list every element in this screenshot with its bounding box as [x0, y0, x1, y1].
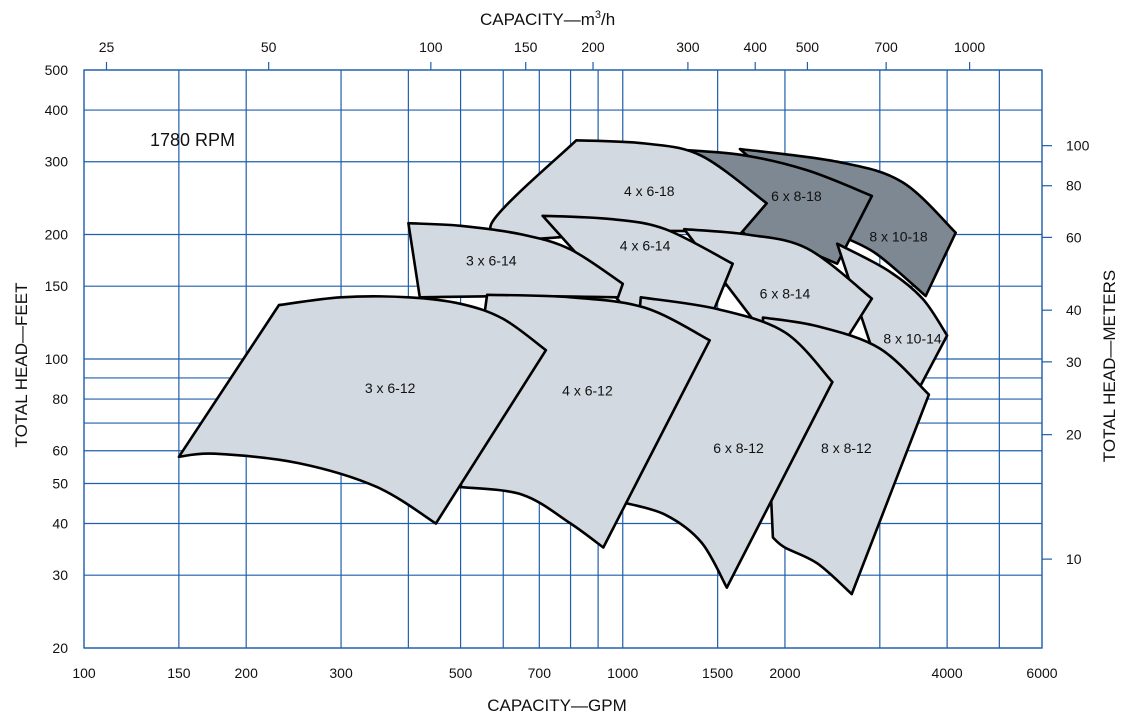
region-label-6x8-14: 6 x 8-14: [760, 286, 811, 302]
x-axis-title: CAPACITY—GPM: [487, 696, 626, 715]
y2-tick-label: 40: [1066, 302, 1082, 318]
y-tick-label: 20: [52, 640, 68, 656]
x-tick-label: 1500: [702, 665, 733, 681]
region-3x6-12: [177, 295, 548, 525]
pump-regions: [177, 139, 957, 596]
x2-axis-title-main: CAPACITY—m: [480, 10, 595, 29]
y2-tick-label: 20: [1066, 427, 1082, 443]
y2-tick-label: 60: [1066, 229, 1082, 245]
y2-tick-label: 100: [1066, 138, 1090, 154]
y-tick-label: 400: [45, 102, 69, 118]
x2-tick-label: 700: [874, 39, 898, 55]
y-tick-label: 40: [52, 516, 68, 532]
region-label-3x6-14: 3 x 6-14: [466, 253, 517, 269]
x2-tick-label: 500: [796, 39, 820, 55]
x-tick-label: 150: [167, 665, 191, 681]
x2-tick-label: 150: [514, 39, 538, 55]
y-tick-label: 200: [45, 227, 69, 243]
x2-tick-label: 50: [261, 39, 277, 55]
x2-axis-title-exponent: 3: [595, 9, 601, 21]
region-label-8x10-18: 8 x 10-18: [869, 228, 928, 244]
x2-tick-label: 100: [419, 39, 443, 55]
region-labels: 8 x 10-18 6 x 8-18 8 x 10-14 4 x 6-18 6 x 8-…: [365, 183, 942, 456]
y-tick-label: 60: [52, 443, 68, 459]
region-label-3x6-12: 3 x 6-12: [365, 380, 416, 396]
x2-tick-label: 200: [581, 39, 605, 55]
x2-tick-label: 300: [676, 39, 700, 55]
x-tick-label: 500: [449, 665, 473, 681]
x-tick-label: 4000: [932, 665, 963, 681]
x2-tick-label: 1000: [954, 39, 985, 55]
region-label-6x8-12: 6 x 8-12: [713, 440, 764, 456]
region-label-4x6-14: 4 x 6-14: [620, 238, 671, 254]
rpm-annotation: 1780 RPM: [150, 130, 235, 150]
x2-axis-title-tail: /h: [601, 10, 615, 29]
region-label-4x6-12: 4 x 6-12: [562, 382, 613, 398]
y2-tick-label: 30: [1066, 354, 1082, 370]
y-tick-label: 150: [45, 278, 69, 294]
y2-tick-label: 80: [1066, 178, 1082, 194]
x-tick-label: 300: [329, 665, 353, 681]
region-label-6x8-18: 6 x 8-18: [771, 188, 822, 204]
y-tick-label: 500: [45, 62, 69, 78]
x-tick-label: 100: [72, 665, 96, 681]
y-axis-title: TOTAL HEAD—FEET: [12, 283, 31, 448]
y-tick-label: 30: [52, 567, 68, 583]
y2-tick-label: 10: [1066, 551, 1082, 567]
region-label-4x6-18: 4 x 6-18: [624, 183, 675, 199]
x-tick-label: 1000: [607, 665, 638, 681]
x2-axis-title: CAPACITY—m3/h: [480, 9, 615, 29]
x-tick-label: 6000: [1026, 665, 1057, 681]
x-tick-label: 200: [235, 665, 259, 681]
region-label-8x10-14: 8 x 10-14: [883, 331, 942, 347]
y2-axis-title: TOTAL HEAD—METERS: [1100, 270, 1119, 462]
x-tick-label: 2000: [769, 665, 800, 681]
y-tick-label: 80: [52, 391, 68, 407]
x2-tick-label: 25: [99, 39, 115, 55]
y-tick-label: 300: [45, 154, 69, 170]
y-tick-label: 100: [45, 351, 69, 367]
region-label-8x8-12: 8 x 8-12: [821, 440, 872, 456]
axis-ticks: 100 150 200 300 500 700 1000 1500 2000 4000 6000 20…: [45, 39, 1090, 681]
x-tick-label: 700: [528, 665, 552, 681]
y-tick-label: 50: [52, 475, 68, 491]
plot-frame: [83, 69, 1043, 649]
x2-tick-label: 400: [744, 39, 768, 55]
